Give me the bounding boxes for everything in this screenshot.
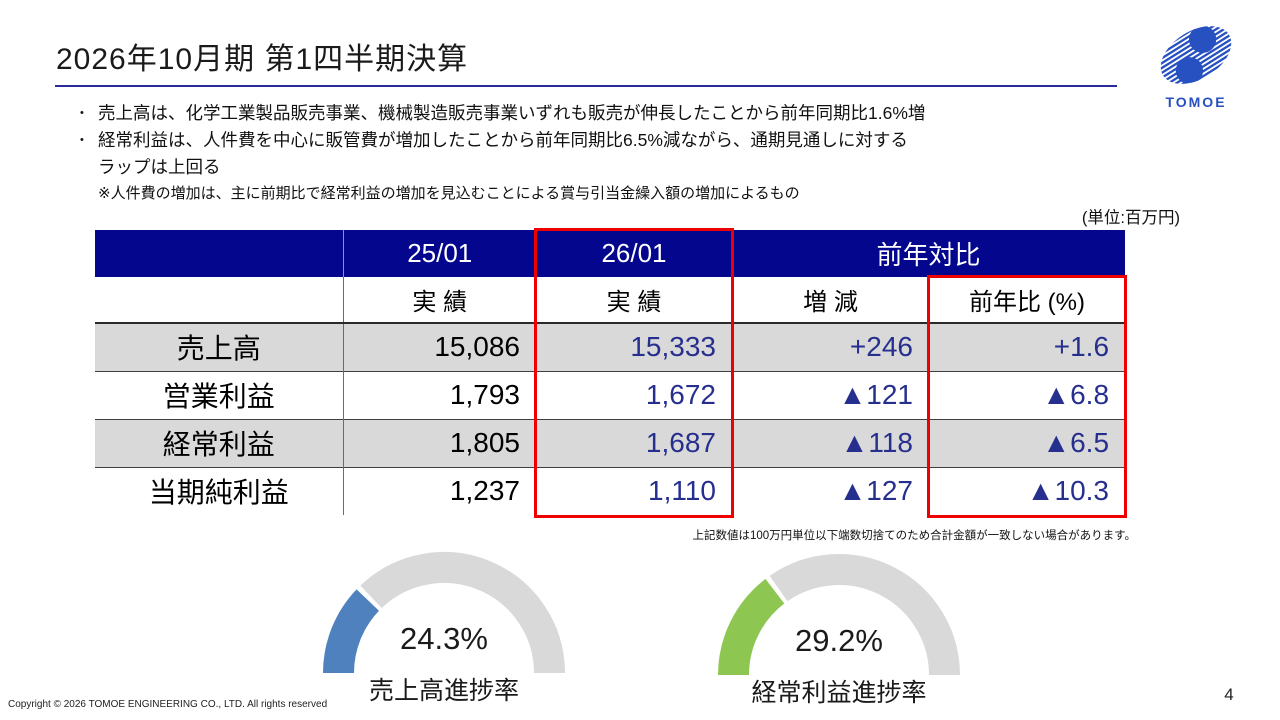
pct-value: ▲6.8: [929, 370, 1126, 419]
copyright-text: Copyright © 2026 TOMOE ENGINEERING CO., …: [8, 699, 328, 710]
current-value: 1,687: [536, 418, 732, 467]
header-diff: 増 減: [732, 277, 929, 324]
header-blank-cell: [95, 277, 344, 324]
pct-value: +1.6: [929, 322, 1126, 371]
highlight-box-pct-column: [927, 275, 1127, 518]
gauge-label: 売上高進捗率: [368, 677, 519, 705]
gauge-arc: [718, 554, 960, 676]
header-yoy-group: 前年対比: [732, 230, 1126, 277]
header-prior-actual: 実 績: [343, 277, 536, 324]
header-blank-cell: [95, 230, 344, 277]
bullet-icon: •: [80, 107, 84, 119]
page-number: 4: [1224, 685, 1234, 704]
table-row: 当期純利益 1,237 1,110 ▲127 ▲10.3: [95, 466, 1126, 515]
row-label: 経常利益: [95, 418, 344, 467]
table-header-row-measures: 実 績 実 績 増 減 前年比 (%): [95, 277, 1126, 324]
gauge-arc: [323, 552, 565, 674]
header-current-period: 26/01: [536, 230, 732, 277]
header-prior-period: 25/01: [343, 230, 536, 277]
table-footnote: 上記数値は100万円単位以下端数切捨てのため合計金額が一致しない場合があります。: [692, 530, 1136, 542]
results-table: 25/01 26/01 前年対比 実 績 実 績 増 減 前年比 (%) 売上高…: [95, 230, 1126, 515]
table-header-row-periods: 25/01 26/01 前年対比: [95, 230, 1126, 277]
gauge-value: 29.2%: [795, 623, 883, 658]
prior-value: 15,086: [343, 322, 536, 371]
table-row: 売上高 15,086 15,333 +246 +1.6: [95, 322, 1126, 371]
page-title: 2026年10月期 第1四半期決算: [56, 43, 469, 76]
profit-progress-gauge: 29.2% 経常利益進捗率: [713, 549, 965, 719]
unit-label: (単位:百万円): [1081, 209, 1180, 227]
current-value: 15,333: [536, 322, 732, 371]
gauge-value: 24.3%: [400, 621, 488, 656]
bullet-2-text: 経常利益は、人件費を中心に販管費が増加したことから前年同期比6.5%減ながら、通…: [98, 130, 908, 150]
row-label: 売上高: [95, 322, 344, 371]
bullet-2-continuation: ラップは上回る: [98, 157, 221, 177]
title-underline: [55, 85, 1117, 87]
bullet-item: • 売上高は、化学工業製品販売事業、機械製造販売事業いずれも販売が伸長したことか…: [80, 100, 1080, 127]
bullet-1-text: 売上高は、化学工業製品販売事業、機械製造販売事業いずれも販売が伸長したことから前…: [98, 103, 926, 123]
header-pct: 前年比 (%): [929, 277, 1126, 324]
row-label: 営業利益: [95, 370, 344, 419]
diff-value: ▲118: [732, 418, 929, 467]
summary-bullets: • 売上高は、化学工業製品販売事業、機械製造販売事業いずれも販売が伸長したことか…: [80, 100, 1080, 206]
current-value: 1,672: [536, 370, 732, 419]
prior-value: 1,237: [343, 466, 536, 515]
personnel-cost-note: ※人件費の増加は、主に前期比で経常利益の増加を見込むことによる賞与引当金繰入額の…: [98, 185, 800, 202]
diff-value: ▲121: [732, 370, 929, 419]
highlight-box-current-column: [534, 228, 734, 518]
prior-value: 1,805: [343, 418, 536, 467]
diff-value: ▲127: [732, 466, 929, 515]
gauge-label: 経常利益進捗率: [751, 679, 927, 707]
bullet-icon: •: [80, 134, 84, 146]
table-row: 経常利益 1,805 1,687 ▲118 ▲6.5: [95, 418, 1126, 467]
company-logo: TOMOE: [1146, 22, 1246, 110]
pct-value: ▲6.5: [929, 418, 1126, 467]
row-label: 当期純利益: [95, 466, 344, 515]
header-current-actual: 実 績: [536, 277, 732, 324]
tomoe-logo-icon: [1160, 25, 1232, 85]
prior-value: 1,793: [343, 370, 536, 419]
pct-value: ▲10.3: [929, 466, 1126, 515]
current-value: 1,110: [536, 466, 732, 515]
sales-progress-gauge: 24.3% 売上高進捗率: [318, 547, 570, 717]
diff-value: +246: [732, 322, 929, 371]
table-row: 営業利益 1,793 1,672 ▲121 ▲6.8: [95, 370, 1126, 419]
logo-wordmark: TOMOE: [1165, 94, 1227, 110]
bullet-item: • 経常利益は、人件費を中心に販管費が増加したことから前年同期比6.5%減ながら…: [80, 127, 1080, 154]
